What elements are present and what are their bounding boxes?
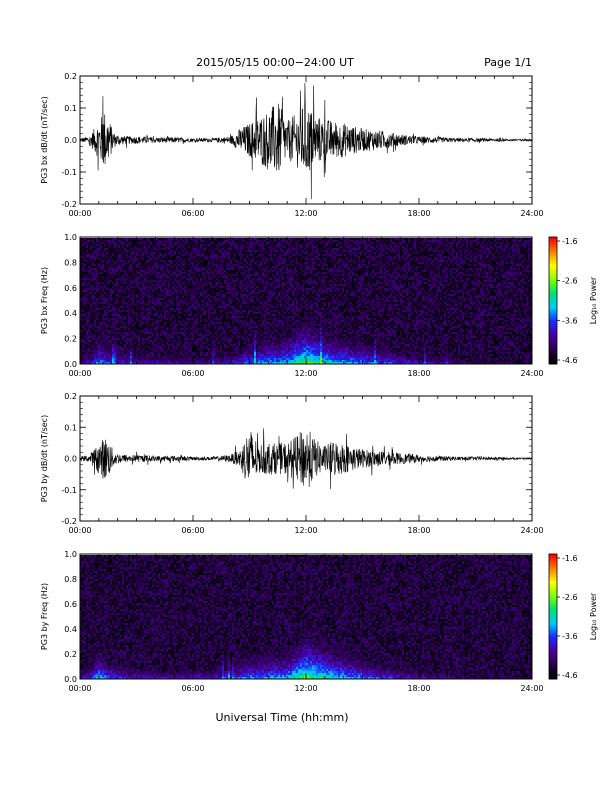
y-tick-label: 1.0 — [64, 550, 77, 559]
y-tick-label: 0.4 — [64, 625, 77, 634]
x-tick-label: 06:00 — [181, 526, 204, 535]
colorbar-tick-label: -1.6 — [562, 237, 578, 246]
y-tick-label: -0.2 — [61, 200, 77, 209]
waveform-trace — [80, 83, 532, 199]
x-tick-label: 18:00 — [407, 209, 430, 218]
y-tick-label: 0.0 — [64, 455, 77, 464]
y-tick-label: 0.6 — [64, 600, 77, 609]
x-tick-label: 00:00 — [68, 209, 91, 218]
y-axis-label: PG3 by Freq (Hz) — [40, 583, 49, 650]
y-tick-label: 0.4 — [64, 309, 77, 318]
colorbar-label: Log₁₀ Power — [589, 276, 598, 324]
y-tick-label: 0.0 — [64, 675, 77, 684]
by-waveform-panel: 00:00 06:00 12:00 18:00 24:00 -0.2 -0.1 0.0 0.1 0… — [40, 392, 544, 535]
x-tick-label: 12:00 — [294, 526, 317, 535]
y-tick-label: 0.1 — [64, 104, 77, 113]
y-tick-label: 0.2 — [64, 650, 77, 659]
page-indicator: Page 1/1 — [484, 56, 532, 69]
x-axis-label: Universal Time (hh:mm) — [216, 711, 349, 724]
y-tick-label: 0.8 — [64, 575, 77, 584]
x-tick-label: 18:00 — [407, 684, 430, 693]
y-tick-label: 1.0 — [64, 233, 77, 242]
x-tick-label: 12:00 — [294, 209, 317, 218]
y-tick-label: 0.2 — [64, 392, 77, 401]
colorbar-tick-label: -2.6 — [562, 593, 578, 602]
colorbar: -1.6 -2.6 -3.6 -4.6 Log₁₀ Power — [549, 554, 598, 680]
y-axis-label: PG3 bx dB/dt (nT/sec) — [40, 96, 49, 183]
x-tick-label: 00:00 — [68, 684, 91, 693]
waveform-trace — [80, 428, 532, 489]
y-tick-label: 0.6 — [64, 284, 77, 293]
bx-spectrogram-panel: 00:00 06:00 12:00 18:00 24:00 0.0 0.2 0.4 0.6 0.8… — [40, 233, 598, 378]
colorbar-label: Log₁₀ Power — [589, 592, 598, 640]
y-tick-label: 0.8 — [64, 258, 77, 267]
x-tick-label: 18:00 — [407, 526, 430, 535]
y-tick-label: -0.1 — [61, 486, 77, 495]
x-tick-label: 12:00 — [294, 684, 317, 693]
colorbar-tick-label: -4.6 — [562, 356, 578, 365]
spectrogram-cells — [80, 238, 532, 364]
y-tick-label: 0.0 — [64, 360, 77, 369]
colorbar-tick-label: -3.6 — [562, 316, 578, 325]
y-tick-label: -0.2 — [61, 517, 77, 526]
y-axis-label: PG3 bx Freq (Hz) — [40, 267, 49, 334]
colorbar: -1.6 -2.6 -3.6 -4.6 Log₁₀ Power — [549, 237, 598, 365]
bx-waveform-panel: 00:00 06:00 12:00 18:00 24:00 -0.2 -0.1 0.0 0.1 0… — [40, 72, 544, 218]
x-tick-label: 06:00 — [181, 369, 204, 378]
y-tick-label: 0.0 — [64, 136, 77, 145]
colorbar-tick-label: -2.6 — [562, 277, 578, 286]
y-tick-label: 0.2 — [64, 72, 77, 81]
y-axis-label: PG3 by dB/dt (nT/sec) — [40, 415, 49, 502]
x-tick-label: 06:00 — [181, 684, 204, 693]
x-tick-label: 00:00 — [68, 369, 91, 378]
x-tick-label: 24:00 — [520, 369, 543, 378]
colorbar-tick-label: -3.6 — [562, 632, 578, 641]
waveform-series — [80, 76, 532, 199]
y-tick-label: -0.1 — [61, 168, 77, 177]
waveform-series — [80, 402, 532, 489]
y-tick-label: 0.1 — [64, 423, 77, 432]
by-spectrogram-panel: 00:00 06:00 12:00 18:00 24:00 0.0 0.2 0.4 0.6 0.8… — [40, 550, 598, 693]
colorbar-tick-label: -1.6 — [562, 554, 578, 563]
x-tick-label: 24:00 — [520, 684, 543, 693]
colorbar-tick-label: -4.6 — [562, 671, 578, 680]
x-tick-label: 18:00 — [407, 369, 430, 378]
figure-title: 2015/05/15 00:00−24:00 UT — [196, 56, 354, 69]
spectrogram-cells — [80, 555, 532, 679]
x-tick-label: 12:00 — [294, 369, 317, 378]
x-tick-label: 06:00 — [181, 209, 204, 218]
y-tick-label: 0.2 — [64, 335, 77, 344]
x-tick-label: 24:00 — [520, 209, 543, 218]
x-tick-label: 00:00 — [68, 526, 91, 535]
x-tick-label: 24:00 — [520, 526, 543, 535]
